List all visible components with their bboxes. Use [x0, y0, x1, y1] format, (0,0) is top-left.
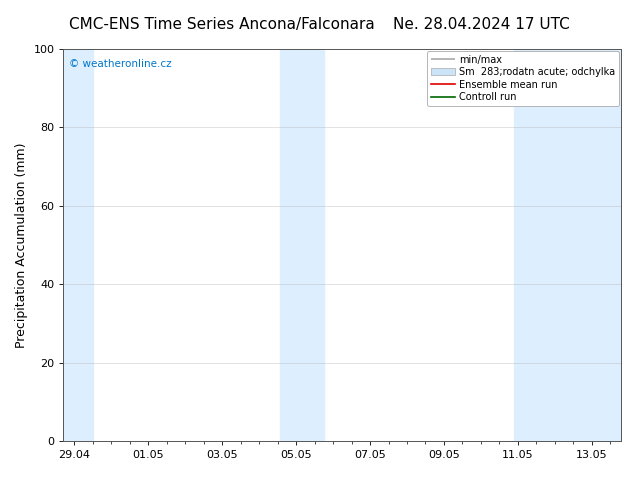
- Bar: [514, 49, 621, 441]
- Bar: [280, 49, 324, 441]
- Legend: min/max, Sm  283;rodatn acute; odchylka, Ensemble mean run, Controll run: min/max, Sm 283;rodatn acute; odchylka, …: [427, 51, 619, 106]
- Text: © weatheronline.cz: © weatheronline.cz: [69, 59, 172, 69]
- Text: CMC-ENS Time Series Ancona/Falconara: CMC-ENS Time Series Ancona/Falconara: [69, 17, 375, 32]
- Y-axis label: Precipitation Accumulation (mm): Precipitation Accumulation (mm): [15, 142, 28, 348]
- Text: Ne. 28.04.2024 17 UTC: Ne. 28.04.2024 17 UTC: [394, 17, 570, 32]
- Bar: [63, 49, 93, 441]
